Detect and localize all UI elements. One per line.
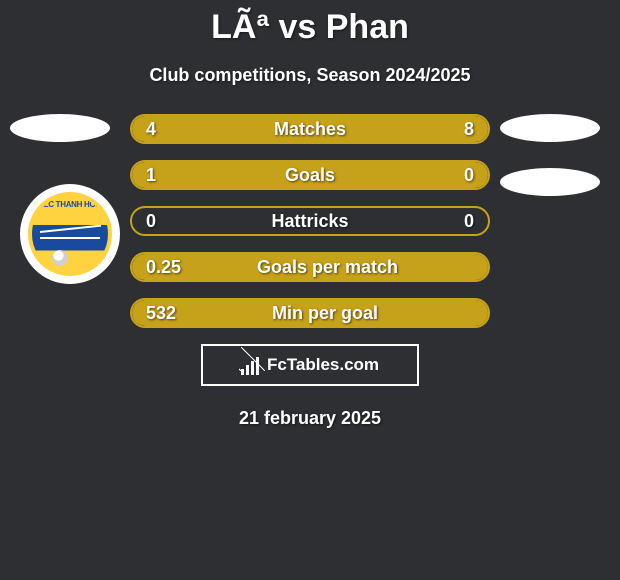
bar-chart-icon xyxy=(241,355,261,375)
page-title: LÃª vs Phan xyxy=(0,0,620,47)
stat-value-left: 0.25 xyxy=(132,254,181,280)
page-subtitle: Club competitions, Season 2024/2025 xyxy=(0,65,620,86)
brand-box[interactable]: FcTables.com xyxy=(201,344,419,386)
stat-row: 0.25Goals per match xyxy=(130,252,490,282)
stat-row: 0Hattricks0 xyxy=(130,206,490,236)
stat-value-right xyxy=(474,254,488,280)
stat-label: Min per goal xyxy=(176,300,474,326)
stat-bars: 4Matches81Goals00Hattricks00.25Goals per… xyxy=(130,114,490,328)
stat-value-left: 0 xyxy=(132,208,156,234)
stat-value-right: 8 xyxy=(464,116,488,142)
bridge-icon xyxy=(40,222,101,239)
player-photo-left-1 xyxy=(10,114,110,142)
stat-value-left: 532 xyxy=(132,300,176,326)
team-badge-inner: FLC THANH HÓA xyxy=(28,192,112,276)
stat-value-left: 1 xyxy=(132,162,156,188)
stat-value-left: 4 xyxy=(132,116,156,142)
player-photo-right-1 xyxy=(500,114,600,142)
stat-label: Goals per match xyxy=(181,254,474,280)
body-area: FLC THANH HÓA 4Matches81Goals00Hattricks… xyxy=(0,114,620,429)
brand-text: FcTables.com xyxy=(267,355,379,375)
stat-row: 532Min per goal xyxy=(130,298,490,328)
stat-label: Goals xyxy=(156,162,464,188)
stat-value-right: 0 xyxy=(464,208,488,234)
stat-row: 1Goals0 xyxy=(130,160,490,190)
stat-label: Matches xyxy=(156,116,464,142)
stat-label: Hattricks xyxy=(156,208,464,234)
comparison-card: LÃª vs Phan Club competitions, Season 20… xyxy=(0,0,620,580)
ball-icon xyxy=(52,250,68,266)
team-badge: FLC THANH HÓA xyxy=(20,184,120,284)
team-badge-text: FLC THANH HÓA xyxy=(39,200,101,209)
stat-value-right xyxy=(474,300,488,326)
stat-value-right: 0 xyxy=(464,162,488,188)
stat-row: 4Matches8 xyxy=(130,114,490,144)
player-photo-right-2 xyxy=(500,168,600,196)
footer-date: 21 february 2025 xyxy=(0,408,620,429)
